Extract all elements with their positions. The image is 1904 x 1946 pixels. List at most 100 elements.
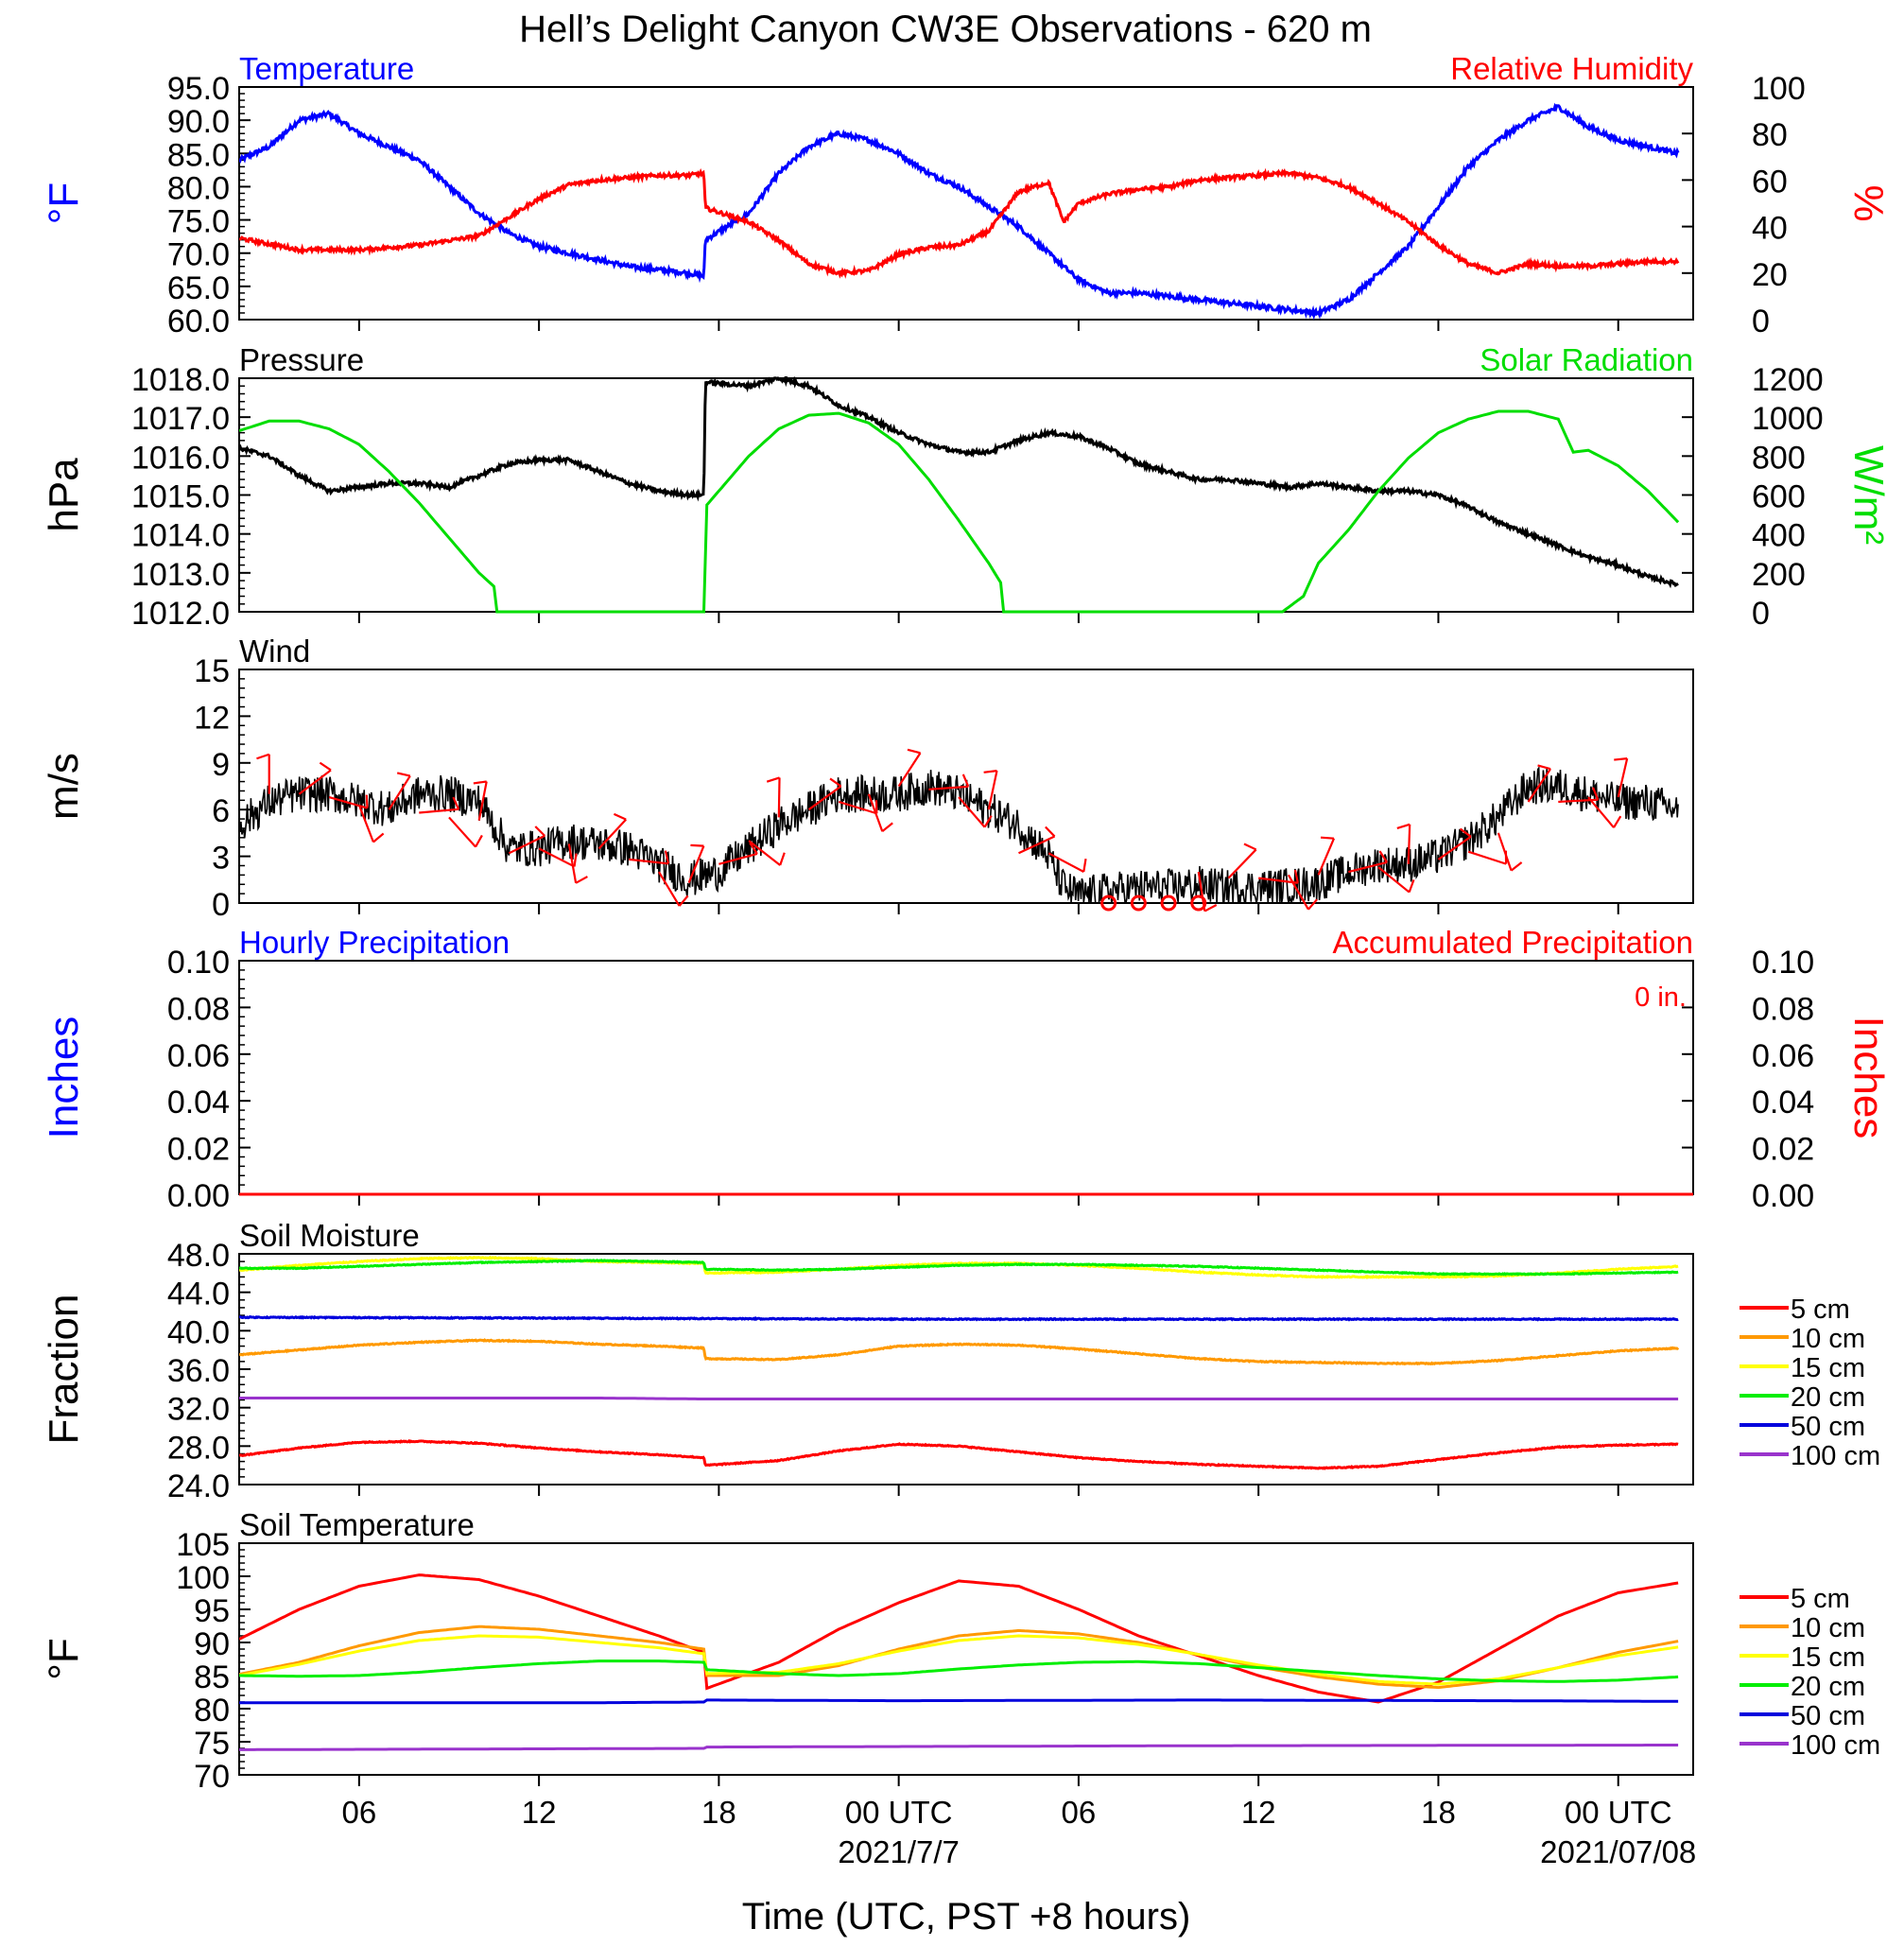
- panel-precipitation: 0.00 0.02 0.04 0.06 0.08 0.10 0.00 0.02 0.04 0.06…: [41, 925, 1892, 1214]
- wind-barb: [1497, 832, 1523, 872]
- wind-barb: [629, 850, 670, 865]
- wind-barb: [958, 796, 993, 828]
- wind-barb: [1467, 850, 1508, 865]
- y-tick-label-left: 85: [194, 1659, 230, 1695]
- y-tick-label-right: 0.06: [1752, 1038, 1814, 1074]
- wind-barb: [1317, 836, 1336, 876]
- x-tick-label: 18: [1421, 1795, 1456, 1830]
- series-line-0: [239, 102, 1680, 321]
- calm-wind-circle: [1130, 895, 1147, 912]
- y-tick-label-right: 0.04: [1752, 1085, 1814, 1121]
- wind-barb: [1348, 850, 1388, 874]
- series-line-10-cm: [239, 1625, 1679, 1690]
- wind-barb: [298, 761, 332, 795]
- plot-frame: [238, 1542, 1694, 1776]
- plot-frame: [238, 86, 1694, 321]
- y-axis-label-right: W/m²: [1845, 445, 1892, 545]
- y-tick-label-right: 400: [1752, 518, 1806, 554]
- y-tick-label-right: 0.08: [1752, 991, 1814, 1027]
- wind-barb: [1018, 825, 1056, 855]
- y-axis-label-left: m/s: [41, 753, 87, 820]
- y-tick-label-left: 70.0: [167, 237, 230, 273]
- y-axis-label-left: °F: [41, 1638, 87, 1679]
- y-tick-label-left: 65.0: [167, 270, 230, 306]
- y-tick-label-left: 1017.0: [131, 401, 230, 437]
- calm-wind-circle: [1160, 895, 1177, 912]
- plot-frame: [238, 960, 1694, 1195]
- y-tick-label-left: 0.02: [167, 1132, 230, 1168]
- y-tick-label-left: 0.04: [167, 1085, 230, 1121]
- y-tick-label-left: 0: [212, 887, 230, 923]
- y-tick-label-left: 1018.0: [131, 362, 230, 398]
- legend-label: 5 cm: [1791, 1294, 1850, 1325]
- y-tick-label-left: 40.0: [167, 1314, 230, 1350]
- x-date-label: 2021/7/7: [838, 1834, 959, 1869]
- panel-wind: 0 3 6 9 12 15 Wind m/s: [41, 634, 1694, 923]
- legend-label: 5 cm: [1791, 1584, 1850, 1614]
- wind-barb: [928, 773, 970, 791]
- panel-title-left: Soil Moisture: [239, 1218, 420, 1253]
- y-tick-label-right: 1200: [1752, 362, 1824, 398]
- y-tick-label-left: 1012.0: [131, 596, 230, 632]
- series-line-10-cm: [239, 1338, 1680, 1366]
- wind-barb: [897, 748, 922, 788]
- wind-barb: [1527, 764, 1551, 803]
- wind-barb: [1287, 874, 1318, 911]
- y-tick-label-left: 48.0: [167, 1238, 230, 1274]
- y-tick-label-left: 80: [194, 1693, 230, 1729]
- legend-label: 100 cm: [1791, 1441, 1880, 1471]
- y-tick-label-left: 0.06: [167, 1038, 230, 1074]
- legend-label: 20 cm: [1791, 1382, 1865, 1413]
- y-tick-label-right: 100: [1752, 71, 1806, 107]
- legend-label: 15 cm: [1791, 1642, 1865, 1673]
- legend-label: 50 cm: [1791, 1701, 1865, 1731]
- wind-barb: [1227, 843, 1257, 879]
- y-tick-label-right: 40: [1752, 211, 1788, 247]
- wind-barb: [357, 804, 385, 843]
- y-tick-label-left: 105: [176, 1527, 230, 1563]
- legend-label: 15 cm: [1791, 1353, 1865, 1383]
- panel-title-left: Temperature: [239, 51, 414, 86]
- wind-barb: [658, 871, 689, 907]
- y-tick-label-right: 0.10: [1752, 945, 1814, 981]
- y-tick-label-left: 36.0: [167, 1353, 230, 1389]
- series-line-20-cm: [239, 1659, 1679, 1683]
- wind-barb: [1377, 866, 1415, 894]
- y-tick-label-right: 0: [1752, 304, 1770, 339]
- series-line-15-cm: [239, 1634, 1679, 1686]
- y-tick-label-left: 100: [176, 1560, 230, 1596]
- y-tick-label-left: 75.0: [167, 204, 230, 240]
- panel-temperature-humidity: 60.065.070.075.080.085.090.095.0 0 20 40 60 8…: [41, 51, 1892, 339]
- wind-barb: [508, 825, 545, 855]
- y-tick-label-right: 80: [1752, 117, 1788, 153]
- wind-barb: [448, 816, 483, 848]
- series-line-15-cm: [239, 1255, 1679, 1280]
- wind-barb: [1396, 823, 1411, 864]
- x-date-label: 2021/07/08: [1540, 1834, 1696, 1869]
- series-line-1: [239, 167, 1680, 279]
- series-line-5-cm: [239, 1438, 1679, 1470]
- panels: 60.065.070.075.080.085.090.095.002040608…: [41, 51, 1892, 1795]
- panel-title-left: Wind: [239, 634, 310, 669]
- y-tick-label-left: 0.08: [167, 991, 230, 1027]
- wind-barb: [1258, 869, 1299, 884]
- wind-barb: [1437, 827, 1472, 860]
- y-tick-label-left: 28.0: [167, 1430, 230, 1466]
- y-tick-label-left: 32.0: [167, 1392, 230, 1428]
- wind-barb: [473, 780, 488, 821]
- y-tick-label-left: 1015.0: [131, 479, 230, 515]
- y-tick-label-left: 44.0: [167, 1277, 230, 1312]
- wind-barb: [838, 800, 878, 815]
- wind-barb: [1587, 796, 1622, 828]
- y-tick-label-right: 200: [1752, 557, 1806, 593]
- y-tick-label-right: 0.00: [1752, 1178, 1814, 1214]
- plot-frame: [238, 377, 1694, 613]
- x-tick-label: 18: [701, 1795, 736, 1830]
- series-line-0: [239, 376, 1679, 589]
- y-tick-label-left: 80.0: [167, 170, 230, 206]
- wind-barb: [766, 776, 781, 818]
- y-tick-label-right: 0.02: [1752, 1132, 1814, 1168]
- wind-barb: [687, 843, 705, 884]
- y-tick-label-left: 0.10: [167, 945, 230, 981]
